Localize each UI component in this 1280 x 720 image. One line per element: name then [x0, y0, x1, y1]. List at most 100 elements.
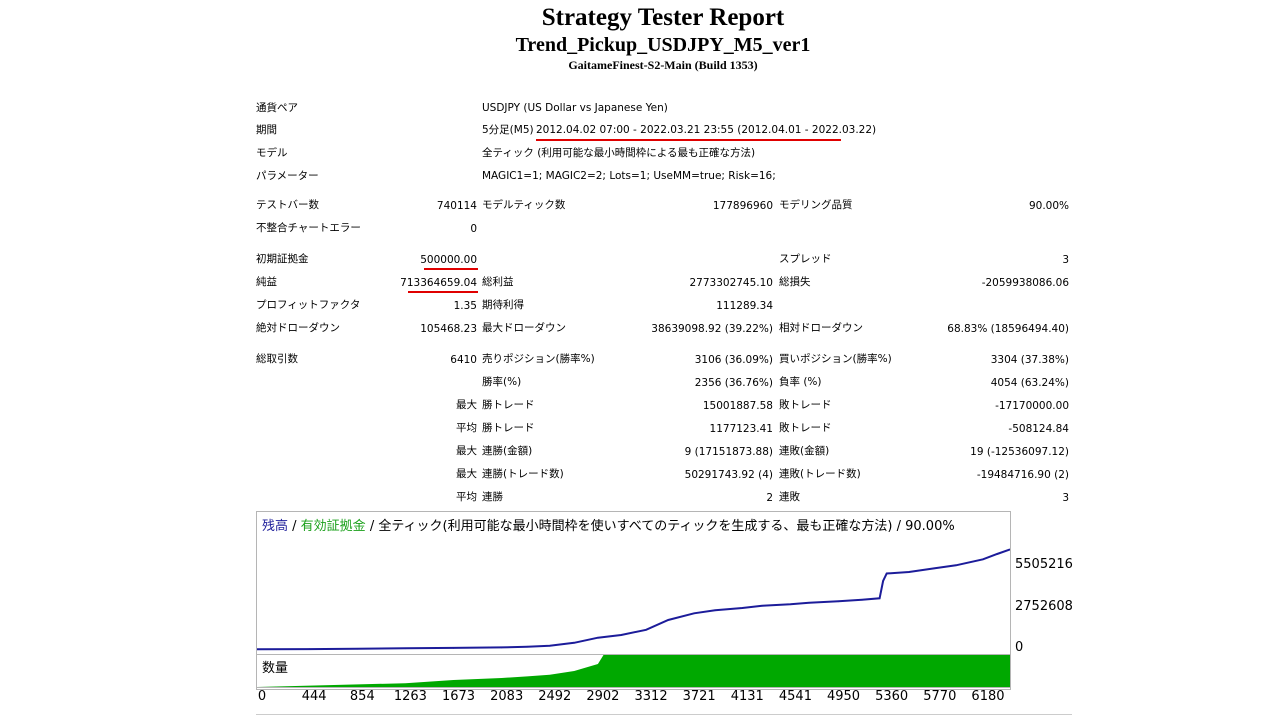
- chart-legend: 残高 / 有効証拠金 / 全ティック(利用可能な最小時間枠を使いすべてのティック…: [262, 515, 955, 534]
- largest-prefix: 最大: [456, 399, 477, 411]
- bottom-divider: [256, 714, 1072, 715]
- max-drawdown-label: 最大ドローダウン: [482, 322, 566, 334]
- balance-chart-plot: [256, 548, 1011, 651]
- balance-point: [356, 648, 359, 650]
- x-tick-label: 1263: [393, 689, 427, 704]
- avg-consec-wins-label: 連勝: [482, 491, 503, 503]
- model-label: モデル: [256, 147, 288, 159]
- volume-plot: [257, 655, 1010, 687]
- balance-point: [714, 609, 716, 612]
- balance-point: [645, 629, 647, 631]
- loss-rate-value: 4054 (63.24%): [990, 377, 1069, 389]
- max-consec-prefix: 最大: [456, 445, 477, 457]
- mismatch-label: 不整合チャートエラー: [256, 222, 361, 234]
- ea-name: Trend_Pickup_USDJPY_M5_ver1: [515, 34, 811, 56]
- y-tick-label: 5505216: [1015, 557, 1073, 573]
- short-positions-value: 3106 (36.09%): [694, 354, 773, 366]
- x-tick-label: 3721: [682, 689, 716, 704]
- test-bars-value: 740114: [436, 200, 477, 212]
- initial-deposit-label: 初期証拠金: [256, 253, 309, 265]
- spread-value: 3: [1062, 254, 1069, 266]
- avg-consec-prefix: 平均: [456, 491, 477, 503]
- initial-deposit-underline: [424, 268, 478, 270]
- balance-point: [667, 619, 669, 621]
- legend-balance: 残高: [262, 519, 289, 534]
- balance-point: [256, 648, 258, 651]
- rel-drawdown-value: 68.83% (18596494.40): [947, 323, 1069, 335]
- largest-loss-label: 敗トレード: [779, 399, 832, 411]
- max-consec2-prefix: 最大: [456, 468, 477, 480]
- profit-factor-label: プロフィットファクタ: [256, 299, 361, 311]
- total-trades-value: 6410: [450, 354, 477, 366]
- avg-consec-wins-value: 2: [766, 492, 773, 504]
- consec-loss-label: 連敗(トレード数): [779, 468, 861, 480]
- average-prefix: 平均: [456, 422, 477, 434]
- balance-point: [573, 642, 575, 644]
- win-rate-value: 2356 (36.76%): [694, 377, 773, 389]
- x-tick-label: 3312: [634, 689, 668, 704]
- consec-losses-money-value: 19 (-12536097.12): [970, 446, 1069, 458]
- expected-payoff-label: 期待利得: [482, 299, 524, 311]
- symbol-value: USDJPY (US Dollar vs Japanese Yen): [482, 102, 668, 114]
- avg-win-label: 勝トレード: [482, 422, 535, 434]
- gross-profit-label: 総利益: [482, 276, 514, 288]
- win-rate-label: 勝率(%): [482, 376, 522, 388]
- net-profit-label: 純益: [256, 276, 277, 288]
- balance-point: [908, 571, 910, 573]
- period-underline: [536, 139, 841, 141]
- x-tick-label: 2902: [586, 689, 620, 704]
- mismatch-value: 0: [470, 223, 477, 235]
- x-tick-label: 5770: [923, 689, 957, 704]
- long-positions-value: 3304 (37.38%): [990, 354, 1069, 366]
- balance-point: [452, 647, 455, 649]
- x-tick-label: 854: [349, 689, 375, 704]
- x-tick-label: 5360: [875, 689, 909, 704]
- balance-point: [955, 564, 957, 567]
- largest-win-label: 勝トレード: [482, 399, 535, 411]
- balance-point: [837, 600, 840, 603]
- report-title: Strategy Tester Report: [541, 4, 785, 31]
- balance-point: [548, 645, 551, 647]
- consec-profit-value: 50291743.92 (4): [684, 469, 773, 481]
- legend-equity: 有効証拠金: [300, 519, 366, 534]
- legend-rest: / 全ティック(利用可能な最小時間枠を使いすべてのティックを生成する、最も正確な…: [365, 519, 955, 534]
- y-tick-label: 0: [1015, 640, 1024, 655]
- balance-point: [982, 558, 984, 561]
- volume-area: [257, 655, 1010, 687]
- avg-consec-losses-value: 3: [1062, 492, 1069, 504]
- balance-point: [620, 634, 622, 636]
- symbol-label: 通貨ペア: [256, 102, 298, 114]
- loss-rate-label: 負率 (%): [779, 376, 822, 388]
- consec-wins-money-label: 連勝(金額): [482, 445, 533, 457]
- balance-point: [404, 647, 407, 650]
- gross-profit-value: 2773302745.10: [689, 277, 773, 289]
- max-drawdown-value: 38639098.92 (39.22%): [651, 323, 773, 335]
- period-value: 2012.04.02 07:00 - 2022.03.21 23:55 (201…: [536, 124, 877, 136]
- gross-loss-value: -2059938086.06: [981, 277, 1069, 289]
- x-tick-label: 0: [257, 689, 267, 704]
- balance-line: [256, 548, 1011, 651]
- model-quality-label: モデリング品質: [779, 199, 853, 211]
- x-tick-label: 4541: [778, 689, 812, 704]
- total-trades-label: 総取引数: [256, 353, 298, 365]
- x-tick-label: 1673: [441, 689, 476, 704]
- largest-win-value: 15001887.58: [702, 400, 773, 412]
- abs-drawdown-value: 105468.23: [420, 323, 477, 335]
- legend-sep: /: [288, 519, 301, 534]
- avg-consec-losses-label: 連敗: [779, 491, 800, 503]
- largest-loss-value: -17170000.00: [995, 400, 1069, 412]
- balance-point: [878, 597, 881, 600]
- balance-point: [885, 572, 888, 575]
- avg-loss-value: -508124.84: [1008, 423, 1069, 435]
- consec-wins-money-value: 9 (17151873.88): [684, 446, 773, 458]
- profit-factor-value: 1.35: [453, 300, 477, 312]
- consec-loss-value: -19484716.90 (2): [976, 469, 1069, 481]
- model-ticks-label: モデルティック数: [482, 199, 566, 211]
- x-tick-label: 2492: [538, 689, 572, 704]
- period-prefix: 5分足(M5): [482, 124, 534, 136]
- avg-win-value: 1177123.41: [709, 423, 773, 435]
- consec-losses-money-label: 連敗(金額): [779, 445, 830, 457]
- y-tick-label: 2752608: [1015, 598, 1073, 614]
- balance-point: [761, 605, 763, 607]
- net-profit-value: 713364659.04: [400, 277, 477, 289]
